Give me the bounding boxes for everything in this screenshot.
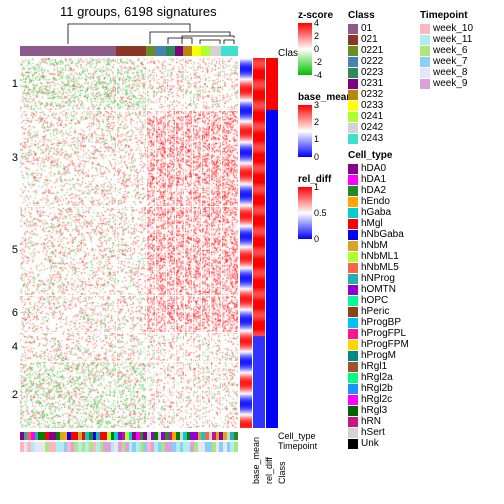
heatmap-grid <box>20 58 238 428</box>
column-dendrogram <box>20 14 238 44</box>
column-class-bar <box>20 46 238 56</box>
